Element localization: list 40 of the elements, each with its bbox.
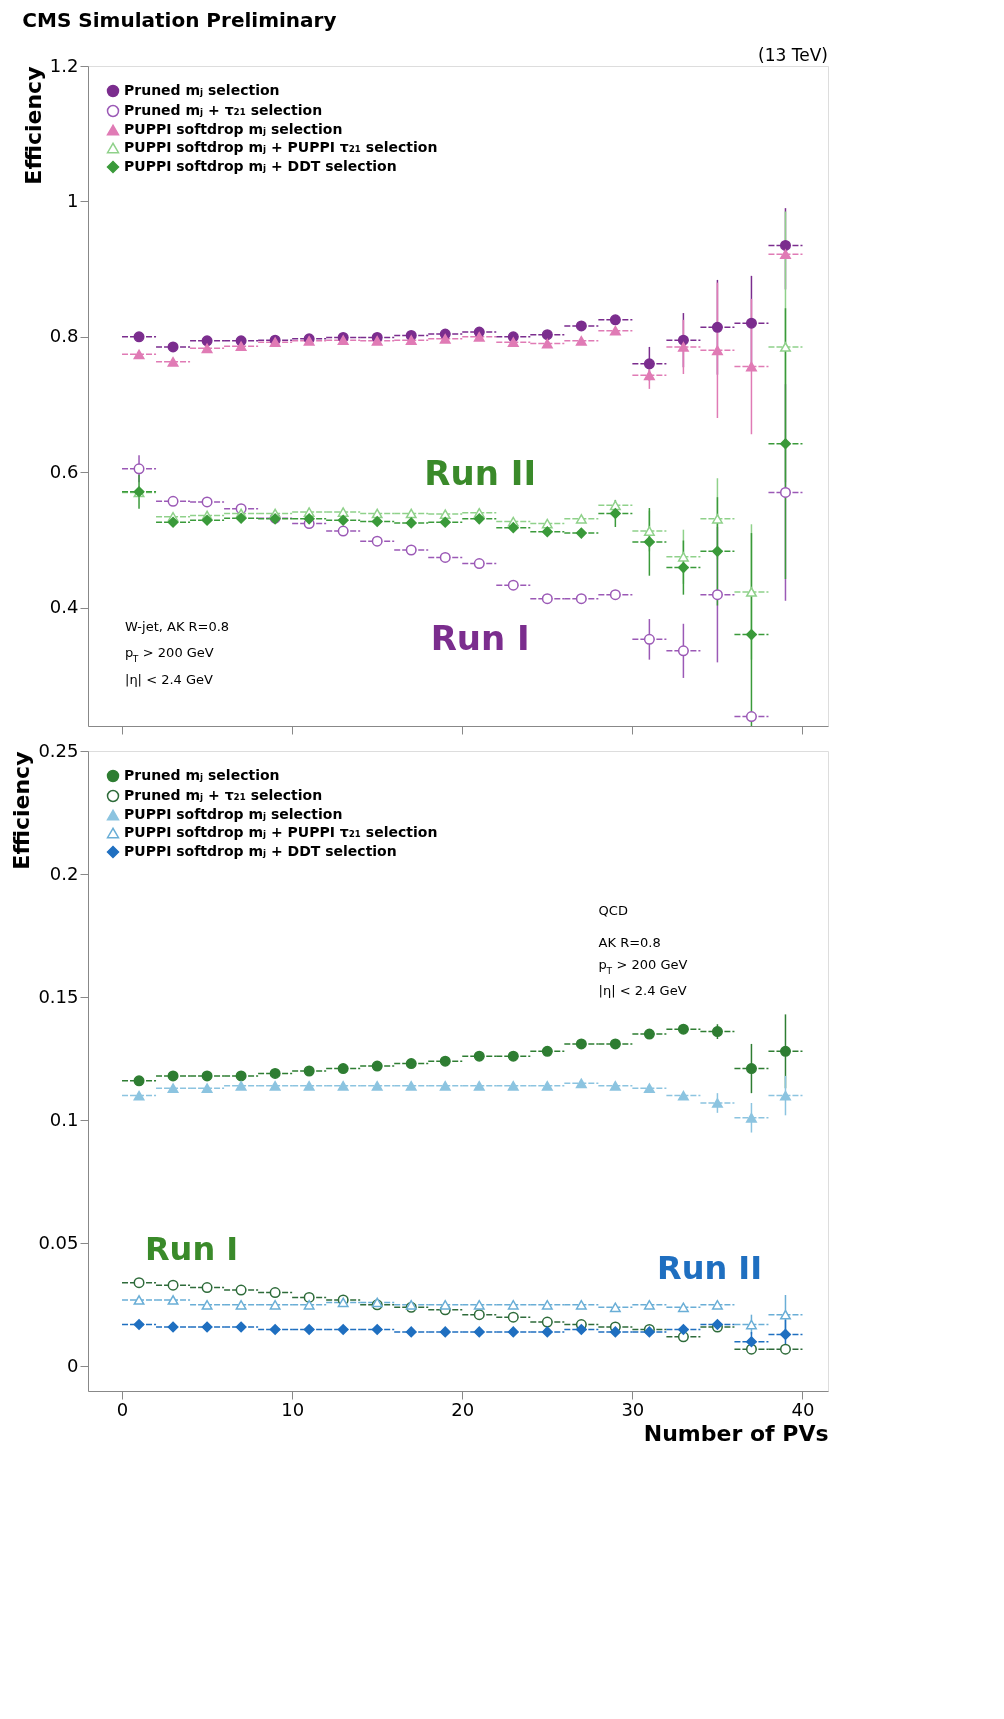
annotation: Run II <box>657 1249 763 1288</box>
legend-label: PUPPI softdrop mⱼ selection <box>124 806 343 822</box>
y-axis-title: Efficiency <box>20 66 46 185</box>
x-tick-label: 30 <box>621 1398 645 1420</box>
x-tick-label: 40 <box>791 1398 815 1420</box>
y-tick-label: 0.25 <box>38 739 79 761</box>
x-axis-title: Number of PVs <box>643 1420 829 1446</box>
y-tick-label: 0.8 <box>49 325 79 347</box>
legend-label: PUPPI softdrop mⱼ + PUPPI τ₂₁ selection <box>124 139 438 155</box>
y-tick-label: 0.05 <box>38 1231 79 1253</box>
annotation: Run I <box>144 1230 239 1269</box>
x-tick-label: 10 <box>281 1398 305 1420</box>
chart-title: CMS Simulation Preliminary <box>22 8 337 32</box>
y-axis-title: Efficiency <box>9 751 35 870</box>
y-tick-label: 0.15 <box>38 985 79 1007</box>
annotation: Run II <box>424 453 537 494</box>
y-tick-label: 0.1 <box>49 1108 79 1130</box>
annotation: Run I <box>430 618 530 659</box>
x-tick-label: 0 <box>116 1398 129 1420</box>
y-tick-label: 0.4 <box>49 596 79 618</box>
y-tick-label: 0.2 <box>49 862 79 884</box>
legend-label: PUPPI softdrop mⱼ + PUPPI τ₂₁ selection <box>124 824 438 840</box>
annotation: W-jet, AK R=0.8 <box>125 619 230 634</box>
y-tick-label: 1.2 <box>49 54 79 76</box>
annotation: AK R=0.8 <box>598 935 661 950</box>
annotation: QCD <box>598 903 628 918</box>
y-tick-label: 0 <box>67 1354 79 1376</box>
text: (13 TeV) <box>758 45 828 65</box>
y-tick-label: 1 <box>67 189 79 211</box>
legend-label: PUPPI softdrop mⱼ + DDT selection <box>124 843 397 859</box>
legend-label: Pruned mⱼ + τ₂₁ selection <box>124 102 323 118</box>
y-tick-label: 0.6 <box>49 460 79 482</box>
legend-label: PUPPI softdrop mⱼ + DDT selection <box>124 158 397 174</box>
x-tick-label: 20 <box>451 1398 475 1420</box>
legend-label: Pruned mⱼ selection <box>124 767 280 783</box>
annotation: |η| < 2.4 GeV <box>125 671 214 687</box>
legend-label: PUPPI softdrop mⱼ selection <box>124 121 343 137</box>
legend-label: Pruned mⱼ + τ₂₁ selection <box>124 787 323 803</box>
annotation: |η| < 2.4 GeV <box>598 983 687 998</box>
legend-label: Pruned mⱼ selection <box>124 82 280 98</box>
